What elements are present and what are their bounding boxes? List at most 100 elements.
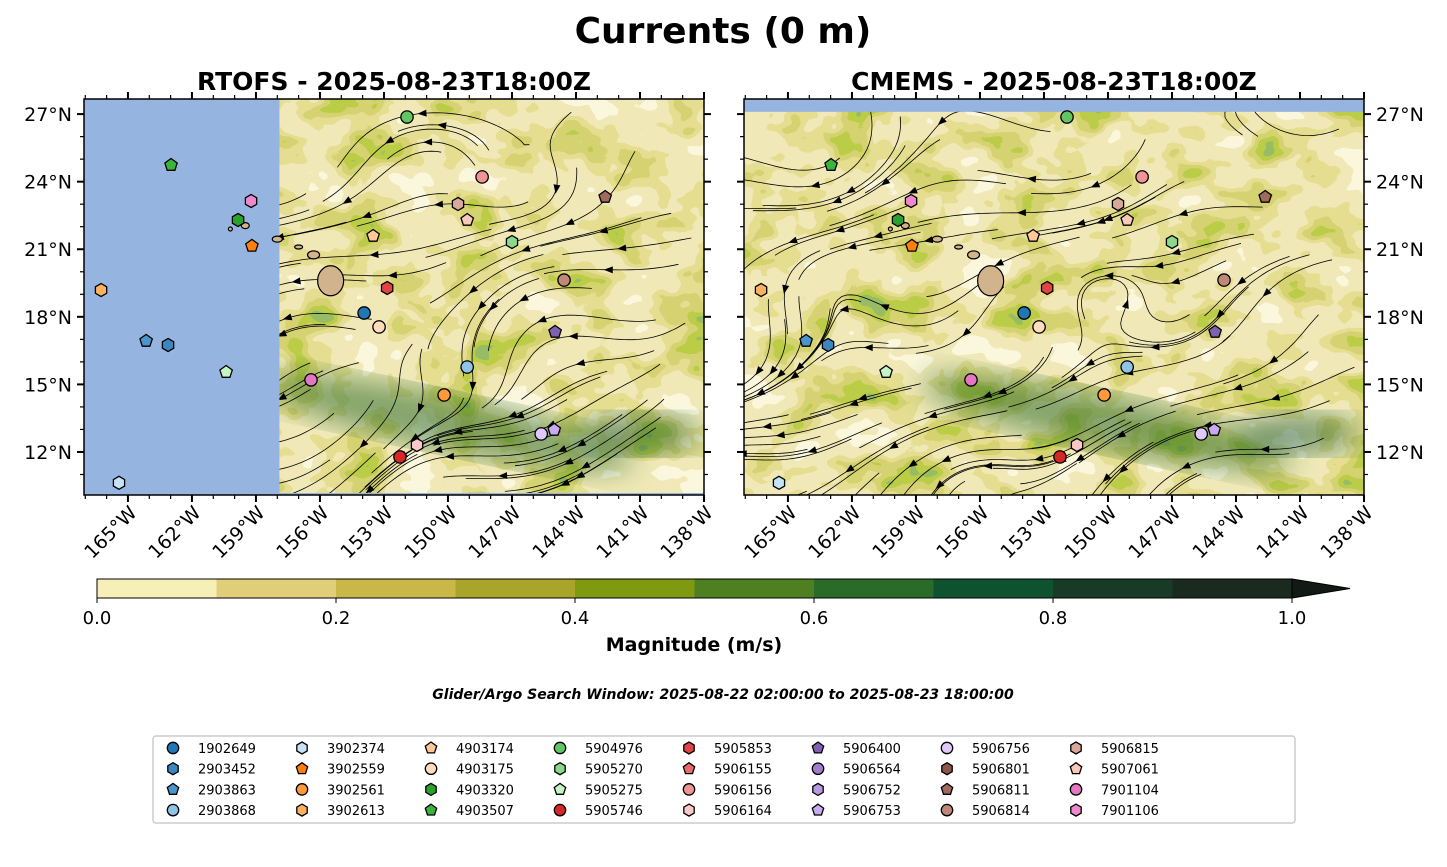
streamline (371, 397, 465, 474)
lon-tick-label: 138°W (656, 502, 717, 563)
legend-marker (166, 782, 180, 795)
streamline-arrow (514, 411, 525, 419)
float-marker-3902374 (112, 475, 126, 491)
legend-label: 5904976 (585, 742, 643, 757)
streamline-arrow (553, 184, 561, 194)
lat-tick-label: 15°N (24, 374, 72, 396)
legend-label: 5906814 (972, 804, 1030, 819)
legend-item: 5905270 (554, 761, 643, 778)
float-marker-5906400 (1208, 324, 1223, 338)
streamline (744, 414, 858, 439)
masked-region (744, 99, 1364, 112)
streamline-arrow (880, 177, 891, 186)
legend-item: 5907061 (1069, 761, 1159, 778)
colorbar-segment (97, 579, 217, 598)
legend-item: 5906815 (1070, 741, 1159, 757)
streamline (879, 434, 1022, 495)
lat-tick-label: 24°N (1376, 172, 1424, 194)
streamline-arrow (433, 200, 444, 208)
streamline (412, 298, 500, 441)
streamline-arrow (1104, 272, 1114, 280)
legend-label: 3902559 (327, 763, 385, 778)
legend-item: 5906155 (682, 761, 772, 778)
streamline-arrow (1075, 453, 1085, 462)
legend-marker (1070, 803, 1082, 817)
streamline (366, 431, 561, 495)
streamline (1222, 259, 1333, 342)
float-marker-5907061 (460, 212, 475, 226)
streamline-arrow (1260, 445, 1270, 453)
streamline-arrow (726, 205, 735, 212)
streamline (562, 237, 692, 255)
streamline (864, 110, 1051, 194)
streamline-arrow (776, 369, 786, 378)
legend-item: 7901104 (1069, 783, 1159, 798)
legend-label: 3902374 (327, 742, 385, 757)
streamline-arrow (52, 272, 61, 279)
streamline (805, 426, 929, 495)
legend-marker (1069, 783, 1083, 796)
float-marker-5906164 (410, 437, 424, 453)
island (317, 265, 345, 297)
legend-label: 4903174 (456, 742, 514, 757)
streamline-arrow (506, 225, 517, 232)
streamline-arrow (1150, 343, 1160, 351)
legend-marker (295, 761, 309, 775)
streamline (1051, 351, 1143, 389)
legend-item: 5906156 (682, 783, 772, 798)
lat-tick-label: 15°N (1376, 374, 1424, 396)
masked-region (84, 99, 280, 495)
streamline-arrow (847, 242, 857, 250)
streamline-arrow (498, 472, 508, 480)
streamline-arrow (735, 456, 744, 463)
streamline-arrow (417, 109, 427, 117)
lat-tick-label: 12°N (24, 442, 72, 464)
streamline (513, 473, 581, 495)
colorbar-segment (1053, 579, 1173, 598)
legend-marker (424, 741, 438, 754)
legend-label: 5906752 (843, 783, 901, 798)
streamline (1081, 278, 1196, 343)
float-marker-5905853 (1040, 280, 1054, 296)
legend-marker (424, 762, 438, 776)
map-frame (83, 98, 705, 496)
lat-tick-label: 18°N (24, 307, 72, 329)
streamline-arrow (342, 196, 353, 204)
legend-item: 5905853 (683, 741, 772, 757)
colorbar-segment (933, 579, 1054, 598)
streamline-arrow (983, 462, 993, 470)
legend-label: 3902561 (327, 783, 385, 798)
streamline-arrow (444, 452, 455, 460)
streamline (421, 370, 608, 443)
legend-marker (683, 803, 695, 817)
lon-tick-label: 147°W (464, 502, 525, 563)
streamline-arrow (994, 258, 1005, 266)
lon-tick-label: 159°W (868, 502, 929, 563)
colorbar: 0.0 0.2 0.4 0.6 0.8 1.0 (83, 578, 1351, 629)
streamline-arrow (715, 150, 724, 157)
colorbar-tick-label: 0.6 (800, 608, 829, 629)
streamline-arrow (1119, 464, 1129, 474)
strong-current-band (579, 413, 700, 454)
float-marker-4903320 (231, 212, 245, 228)
streamline-arrow (810, 181, 821, 189)
island (887, 226, 893, 232)
streamline-arrow (1016, 209, 1026, 217)
float-marker-5906400 (548, 324, 563, 338)
streamline-arrow (839, 305, 849, 313)
legend-label: 5906564 (843, 763, 901, 778)
colorbar-segment (336, 579, 456, 598)
legend-marker (167, 761, 179, 776)
island (271, 235, 283, 243)
legend-item: 3902613 (296, 803, 385, 819)
legend-marker (296, 803, 308, 817)
island (294, 244, 304, 250)
float-marker-5905853 (380, 280, 394, 296)
streamline (744, 296, 803, 398)
streamline-arrow (832, 196, 842, 204)
streamline-arrow (277, 329, 288, 337)
streamline-arrow (1262, 288, 1272, 297)
lon-tick-label: 156°W (932, 502, 993, 563)
streamline-arrow (568, 332, 578, 340)
